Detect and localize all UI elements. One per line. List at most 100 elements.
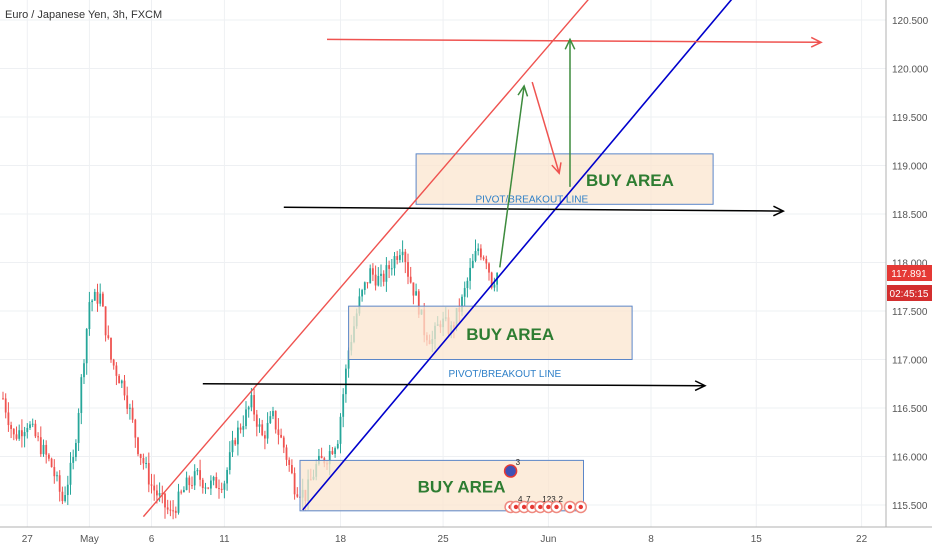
candle-body xyxy=(116,366,118,376)
candle-body xyxy=(13,429,15,434)
candle-body xyxy=(259,424,261,426)
candle-body xyxy=(396,256,398,260)
candle-body xyxy=(145,463,147,464)
candle-body xyxy=(202,480,204,488)
candle-body xyxy=(361,290,363,296)
candle-body xyxy=(224,483,226,489)
candle-body xyxy=(256,415,258,427)
candle-body xyxy=(205,488,207,489)
candle-body xyxy=(278,429,280,434)
candle-body xyxy=(391,268,393,269)
candle-body xyxy=(413,282,415,295)
candle-body xyxy=(475,251,477,261)
candle-body xyxy=(89,302,91,329)
event-marker-dot xyxy=(538,505,542,509)
candle-body xyxy=(183,490,185,492)
candle-body xyxy=(107,335,109,338)
candle-body xyxy=(80,377,82,413)
candle-body xyxy=(124,381,126,396)
buy-area-label: BUY AREA xyxy=(466,325,554,344)
candle-body xyxy=(83,363,85,377)
candle-body xyxy=(375,275,377,286)
candle-body xyxy=(383,274,385,282)
candle-body xyxy=(240,428,242,430)
candle-body xyxy=(2,398,4,399)
drawing-lines xyxy=(143,0,821,517)
candle-body xyxy=(43,445,45,454)
candle-body xyxy=(5,398,7,412)
candle-body xyxy=(377,276,379,286)
candle-body xyxy=(226,470,228,483)
x-tick-label: 6 xyxy=(149,534,155,545)
x-tick-label: 22 xyxy=(856,534,868,545)
x-tick-label: Jun xyxy=(540,534,556,545)
candle-body xyxy=(485,259,487,264)
horizontal-arrow xyxy=(284,207,784,211)
candle-body xyxy=(188,478,190,486)
candle-body xyxy=(118,376,120,383)
candle-body xyxy=(199,470,201,480)
candle-body xyxy=(345,369,347,395)
buy-area-label: BUY AREA xyxy=(586,171,674,190)
candle-body xyxy=(56,475,58,476)
candle-body xyxy=(364,282,366,290)
candle-body xyxy=(194,471,196,485)
pivot-breakout-label: PIVOT/BREAKOUT LINE xyxy=(476,194,589,205)
candle-body xyxy=(253,395,255,414)
candle-body xyxy=(26,428,28,432)
grid xyxy=(0,0,886,527)
candle-body xyxy=(272,411,274,416)
candle-body xyxy=(170,510,172,511)
candle-body xyxy=(175,511,177,513)
candle-body xyxy=(237,428,239,445)
event-marker-count: 2 xyxy=(559,495,564,504)
last-price-tag: 117.891 xyxy=(887,265,932,281)
candle-body xyxy=(137,438,139,454)
symbol-title: Euro / Japanese Yen, 3h, FXCM xyxy=(5,9,162,21)
channel-lower-line xyxy=(303,0,735,510)
buy-area-label: BUY AREA xyxy=(418,478,506,497)
candle-body xyxy=(45,445,47,455)
candle-body xyxy=(53,467,55,476)
candle-body xyxy=(102,294,104,307)
x-tick-label: 25 xyxy=(438,534,450,545)
event-marker-dot xyxy=(579,505,583,509)
candle-body xyxy=(286,447,288,459)
candle-body xyxy=(234,440,236,444)
candle-body xyxy=(99,294,101,304)
candle-body xyxy=(477,248,479,251)
candle-body xyxy=(269,416,271,423)
candle-body xyxy=(388,265,390,269)
candle-body xyxy=(488,263,490,272)
candle-body xyxy=(164,494,166,508)
candle-body xyxy=(29,424,31,428)
x-tick-label: 8 xyxy=(648,534,654,545)
candle-body xyxy=(332,451,334,454)
candle-body xyxy=(67,485,69,495)
candle-body xyxy=(78,413,80,443)
candle-body xyxy=(337,444,339,448)
candle-body xyxy=(180,492,182,493)
candle-body xyxy=(251,395,253,407)
candle-body xyxy=(129,408,131,409)
candle-body xyxy=(167,507,169,509)
candle-body xyxy=(232,440,234,452)
x-tick-label: 11 xyxy=(219,534,230,545)
candle-body xyxy=(35,424,37,437)
event-marker-dot xyxy=(568,505,572,509)
candle-body xyxy=(153,486,155,491)
candle-body xyxy=(186,478,188,490)
candle-body xyxy=(134,420,136,438)
candle-body xyxy=(91,301,93,302)
candle-body xyxy=(64,495,66,501)
candle-body xyxy=(215,477,217,488)
event-marker-dot xyxy=(514,505,518,509)
candle-body xyxy=(267,423,269,439)
candle-body xyxy=(248,407,250,409)
candle-body xyxy=(213,477,215,481)
candle-body xyxy=(126,395,128,408)
candle-body xyxy=(143,458,145,463)
candle-body xyxy=(94,292,96,301)
event-marker-dot xyxy=(530,505,534,509)
